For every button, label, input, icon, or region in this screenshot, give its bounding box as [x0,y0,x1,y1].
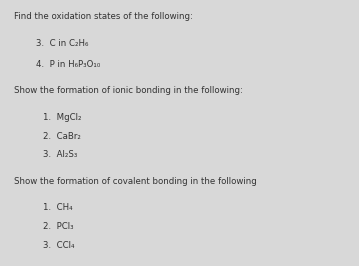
Text: 1.  CH₄: 1. CH₄ [43,203,73,213]
Text: 1.  MgCl₂: 1. MgCl₂ [43,113,81,122]
Text: Find the oxidation states of the following:: Find the oxidation states of the followi… [14,12,193,21]
Text: 3.  Al₂S₃: 3. Al₂S₃ [43,150,78,159]
Text: Show the formation of covalent bonding in the following: Show the formation of covalent bonding i… [14,177,257,186]
Text: 3.  C in C₂H₆: 3. C in C₂H₆ [36,39,88,48]
Text: 2.  CaBr₂: 2. CaBr₂ [43,132,81,141]
Text: 4.  P in H₆P₃O₁₀: 4. P in H₆P₃O₁₀ [36,60,100,69]
Text: 2.  PCl₃: 2. PCl₃ [43,222,74,231]
Text: Show the formation of ionic bonding in the following:: Show the formation of ionic bonding in t… [14,86,243,95]
Text: 3.  CCl₄: 3. CCl₄ [43,241,75,250]
